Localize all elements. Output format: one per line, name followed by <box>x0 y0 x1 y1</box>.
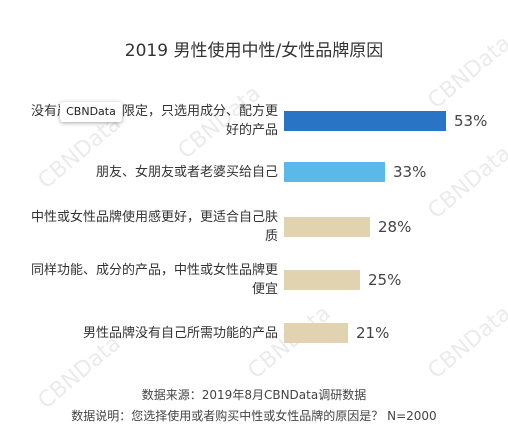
bar <box>284 270 360 290</box>
value-label: 53% <box>454 112 488 130</box>
data-description-note: 数据说明：您选择使用或者购买中性或女性品牌的原因是？ N=2000 <box>71 409 437 423</box>
bar <box>284 217 370 237</box>
chart-title: 2019 男性使用中性/女性品牌原因 <box>124 41 384 61</box>
value-label: 25% <box>368 271 402 289</box>
bar <box>284 162 385 182</box>
bar <box>284 111 446 131</box>
category-label: 中性或女性品牌使用感更好，更适合自己肤质 <box>30 210 278 244</box>
watermark: CBNData <box>423 300 508 385</box>
value-label: 21% <box>356 324 390 342</box>
data-source-note: 数据来源：2019年8月CBNData调研数据 <box>141 388 367 402</box>
category-label: 朋友、女朋友或者老婆买给自己 <box>95 164 278 180</box>
value-label: 33% <box>393 163 427 181</box>
category-label: 男性品牌没有自己所需功能的产品 <box>82 325 278 341</box>
value-label: 28% <box>378 218 412 236</box>
bar <box>284 323 348 343</box>
source-badge: CBNData <box>60 102 122 122</box>
category-label: 同样功能、成分的产品，中性或女性品牌更便宜 <box>30 263 278 297</box>
watermark: CBNData <box>423 140 508 225</box>
